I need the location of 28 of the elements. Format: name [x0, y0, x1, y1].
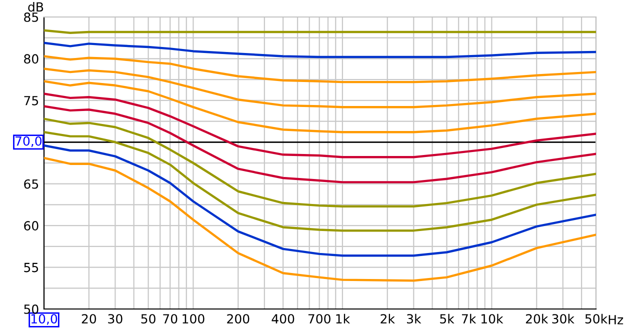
y-tick-label: 80 — [24, 54, 38, 64]
x-tick-label: 3k — [407, 314, 422, 324]
x-tick-label: 20k — [526, 314, 548, 324]
y-tick-label: 60 — [24, 221, 38, 230]
x-tick-label: 50k — [585, 314, 608, 324]
x-tick-label: 10,0 — [31, 314, 58, 325]
x-tick-label: 100 — [182, 314, 204, 324]
x-tick-label: 30k — [552, 314, 574, 324]
y-tick-label: 65 — [24, 179, 38, 189]
x-tick-label: 30 — [108, 314, 122, 324]
x-tick-label: 7k — [462, 314, 476, 324]
x-tick-label: 400 — [272, 314, 294, 324]
y-tick-label: 85 — [24, 12, 38, 22]
x-tick-label: 5k — [440, 314, 454, 324]
x-tick-label: 200 — [227, 314, 250, 324]
y-tick-label: 75 — [24, 96, 38, 106]
x-tick-label: 1k — [336, 314, 350, 324]
y-tick-label: 55 — [24, 262, 38, 272]
x-tick-label: 20 — [82, 314, 96, 324]
y-axis-title: dB — [28, 2, 44, 12]
x-tick-label: 2k — [380, 314, 395, 324]
x-tick-label: 10k — [481, 314, 504, 324]
x-axis-title: Hz — [608, 315, 624, 324]
x-tick-label: 700 — [308, 314, 330, 324]
x-tick-label: 50 — [141, 314, 156, 324]
y-tick-label: 50 — [24, 304, 38, 314]
x-tick-label: 70 — [163, 314, 178, 324]
ref-line-label: 70,0 — [16, 136, 42, 148]
